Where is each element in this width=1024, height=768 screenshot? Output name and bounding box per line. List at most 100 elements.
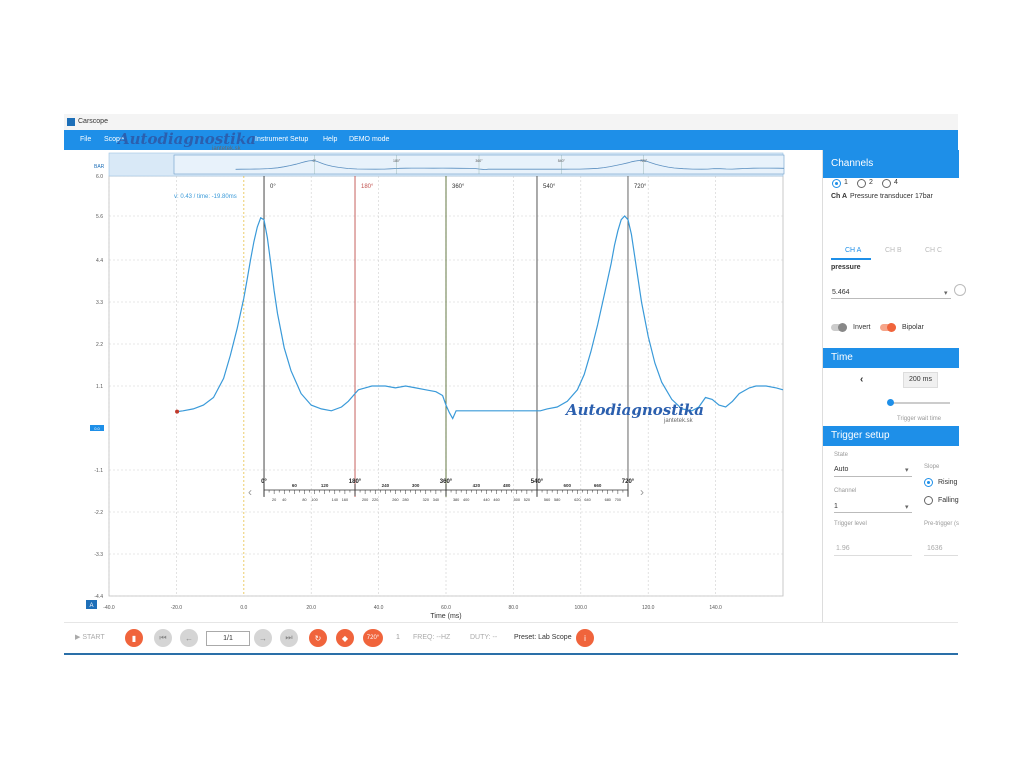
preset-label: Preset: Lab Scope [514, 634, 572, 641]
scale-minor-label: 100 [311, 498, 317, 502]
overview-trace [235, 160, 785, 171]
y-axis-unit: BAR [94, 164, 105, 170]
freq-readout: FREQ: --HZ [413, 634, 451, 641]
time-slider-thumb[interactable] [887, 399, 894, 406]
scale-minor-label: 480 [503, 483, 511, 488]
bracket-icon[interactable]: ◆ [336, 629, 354, 647]
channel-radio-4[interactable] [882, 179, 891, 188]
scale-minor-label: 440 [483, 498, 489, 502]
menu-help[interactable]: Help [323, 136, 338, 143]
scale-minor-label: 680 [605, 498, 611, 502]
angle-marker-label: 360° [452, 184, 465, 190]
watermark-subtitle: jantetek.sk [212, 146, 241, 152]
x-tick-label: 140.0 [709, 605, 722, 611]
trigger-channel-select[interactable]: 1 [834, 503, 838, 510]
invert-toggle[interactable] [831, 323, 847, 332]
angle-marker-label: 540° [543, 184, 556, 190]
window-title: Carscope [78, 118, 108, 125]
control-bar: ▶ START ▮ ⏮ ← 1/1 → ⏭ ↻ ◆ 720° 1 FREQ: -… [64, 622, 958, 655]
x-tick-label: 120.0 [642, 605, 655, 611]
channel-badge [86, 600, 97, 609]
trigger-header: Trigger setup [823, 426, 959, 446]
info-icon[interactable]: i [576, 629, 594, 647]
skip-forward-icon[interactable]: ⏭ [280, 629, 298, 647]
signal-icon[interactable]: ▮ [125, 629, 143, 647]
watermark-subtitle-2: jantetek.sk [664, 418, 693, 424]
page-field[interactable]: 1/1 [206, 631, 250, 646]
slope-falling-radio[interactable] [924, 496, 933, 505]
tab-active-indicator [831, 258, 871, 260]
scale-major-label: 720° [622, 479, 635, 485]
scale-minor-label: 600 [564, 483, 572, 488]
channel-underline [834, 512, 912, 513]
slope-rising-radio[interactable] [924, 478, 933, 487]
scale-minor-label: 220 [372, 498, 378, 502]
tab-ch-c[interactable]: CH C [925, 247, 943, 254]
invert-toggle-knob [838, 323, 847, 332]
watermark-logo-2: Autodiagnostika [566, 401, 704, 419]
degree-button[interactable]: 720° [363, 629, 383, 647]
x-tick-label: 40.0 [374, 605, 384, 611]
trigger-channel-label: Channel [834, 488, 857, 494]
trigger-state-select[interactable]: Auto [834, 466, 849, 473]
bipolar-toggle-knob [887, 323, 896, 332]
y-tick-label: -2.2 [94, 510, 103, 516]
tab-ch-a[interactable]: CH A [845, 247, 862, 254]
bipolar-toggle[interactable] [880, 323, 896, 332]
menu-file[interactable]: File [80, 136, 92, 143]
x-tick-label: 20.0 [306, 605, 316, 611]
channel-radio-2[interactable] [857, 179, 866, 188]
time-slider-track[interactable] [890, 402, 950, 404]
angle-marker-label: 180° [361, 184, 374, 190]
time-value-field[interactable]: 200 ms [903, 372, 938, 388]
pressure-select[interactable]: 5.464 [832, 289, 850, 296]
x-tick-label: 80.0 [509, 605, 519, 611]
scale-minor-label: 280 [402, 498, 408, 502]
level-underline [834, 555, 912, 556]
y-tick-label: -3.3 [94, 552, 103, 558]
scale-right-arrow: › [640, 485, 644, 499]
chevron-down-icon[interactable]: ▾ [905, 467, 909, 474]
time-slider-note: Trigger wait time [897, 416, 942, 422]
x-tick-label: -40.0 [103, 605, 115, 611]
scale-minor-label: 500 [514, 498, 520, 502]
start-button[interactable]: ▶ START [75, 634, 105, 641]
zero-level-label: 0.0 [94, 426, 100, 431]
pretrigger-input[interactable]: 1636 [927, 545, 943, 552]
scale-minor-label: 620 [574, 498, 580, 502]
menu-instrument-setup[interactable]: Instrument Setup [255, 136, 309, 143]
channel-description: Pressure transducer 17bar [850, 193, 933, 200]
unit-toggle-icon[interactable] [954, 284, 966, 296]
y-tick-label: 1.1 [96, 384, 103, 390]
menu-bar: File Scope Instrument Setup Help DEMO mo… [64, 130, 958, 150]
chevron-down-icon[interactable]: ▾ [905, 504, 909, 511]
x-tick-label: -20.0 [171, 605, 183, 611]
menu-scope[interactable]: Scope [104, 136, 124, 143]
chevron-down-icon[interactable]: ▾ [944, 290, 948, 297]
tab-ch-b[interactable]: CH B [885, 247, 902, 254]
field-label: pressure [831, 264, 861, 271]
scope-panel: 6.0 5.6 4.4 3.3 2.2 1.1 -1.1 -2.2 -3.3 -4.4 0.0 -40… [64, 150, 822, 622]
y-tick-label: 3.3 [96, 300, 103, 306]
x-tick-label: 60.0 [441, 605, 451, 611]
skip-back-icon[interactable]: ⏮ [154, 629, 172, 647]
invert-label: Invert [853, 324, 871, 331]
time-decrease-button[interactable]: ‹ [860, 374, 864, 385]
scale-minor-label: 120 [321, 483, 329, 488]
arrow-left-icon[interactable]: ← [180, 629, 198, 647]
duty-readout: DUTY: -- [470, 634, 498, 641]
trigger-level-input[interactable]: 1.96 [836, 545, 850, 552]
select-underline [831, 298, 951, 299]
scale-minor-label: 580 [554, 498, 560, 502]
window-titlebar: Carscope [64, 114, 958, 131]
scale-minor-label: 260 [392, 498, 398, 502]
cursor-readout: v: 0.43 / time: -19.80ms [174, 194, 237, 200]
channel-radio-1[interactable] [832, 179, 841, 188]
trigger-state-label: State [834, 452, 849, 458]
menu-demo-mode[interactable]: DEMO mode [349, 136, 390, 143]
pretrigger-underline [924, 555, 958, 556]
waveform-chart[interactable]: 6.0 5.6 4.4 3.3 2.2 1.1 -1.1 -2.2 -3.3 -4.4 0.0 -40… [64, 150, 822, 622]
arrow-right-icon[interactable]: → [254, 629, 272, 647]
refresh-icon[interactable]: ↻ [309, 629, 327, 647]
scale-minor-label: 380 [453, 498, 459, 502]
